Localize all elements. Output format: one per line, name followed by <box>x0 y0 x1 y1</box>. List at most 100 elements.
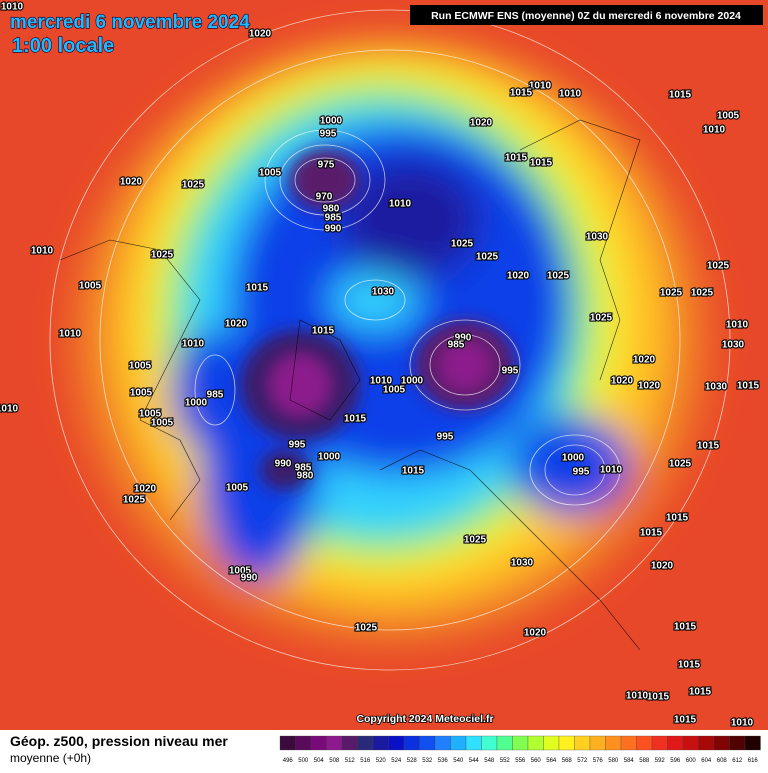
isobar-label: 1015 <box>678 660 701 671</box>
legend-label: 552 <box>500 758 511 764</box>
isobar-label: 1010 <box>0 404 19 415</box>
legend-swatch <box>434 735 451 751</box>
isobar-label: 1010 <box>389 199 412 210</box>
legend-label: 540 <box>453 758 464 764</box>
legend-label: 516 <box>360 758 371 764</box>
legend-label: 596 <box>670 758 681 764</box>
legend-label: 564 <box>546 758 557 764</box>
legend-swatch <box>682 735 699 751</box>
isobar-label: 990 <box>241 573 258 584</box>
isobar-label: 1005 <box>383 385 406 396</box>
isobar-label: 995 <box>437 432 454 443</box>
legend: 496 500 504 508 512 516 520 524 528 532 536 540 544 5… <box>279 735 761 764</box>
legend-swatch <box>465 735 482 751</box>
legend-label: 504 <box>314 758 325 764</box>
isobar-label: 1015 <box>344 414 367 425</box>
legend-label: 600 <box>686 758 697 764</box>
isobar-label: 1000 <box>185 398 208 409</box>
legend-swatch <box>589 735 606 751</box>
isobar-label: 1025 <box>355 623 378 634</box>
legend-swatch <box>310 735 327 751</box>
isobar-label: 1000 <box>562 453 585 464</box>
legend-swatch <box>620 735 637 751</box>
isobar-label: 1010 <box>559 89 582 100</box>
isobar-label: 1025 <box>547 271 570 282</box>
legend-label: 520 <box>376 758 387 764</box>
isobar-label: 1020 <box>249 29 272 40</box>
isobar-label: 1015 <box>737 381 760 392</box>
legend-label: 608 <box>717 758 728 764</box>
legend-label: 592 <box>655 758 666 764</box>
legend-swatch <box>698 735 715 751</box>
legend-swatch <box>667 735 684 751</box>
legend-swatch <box>450 735 467 751</box>
isobar-label: 1030 <box>586 232 609 243</box>
isobar-label: 1015 <box>530 158 553 169</box>
isobar-label: 1020 <box>507 271 530 282</box>
isobar-label: 1025 <box>182 180 205 191</box>
field <box>0 0 768 730</box>
legend-label: 500 <box>298 758 309 764</box>
isobar-label: 1005 <box>259 168 282 179</box>
isobar-label: 995 <box>573 467 590 478</box>
isobar-label: 1025 <box>123 495 146 506</box>
isobar-label: 1010 <box>726 320 749 331</box>
isobar-label: 1030 <box>722 340 745 351</box>
isobar-label: 1015 <box>402 466 425 477</box>
legend-label: 560 <box>531 758 542 764</box>
isobar-label: 1010 <box>59 329 82 340</box>
isobar-label: 1010 <box>600 465 623 476</box>
legend-label: 532 <box>422 758 433 764</box>
legend-swatch <box>574 735 591 751</box>
legend-label: 580 <box>608 758 619 764</box>
isobar-label: 1000 <box>318 452 341 463</box>
isobar-label: 1020 <box>651 561 674 572</box>
isobar-label: 1025 <box>590 313 613 324</box>
isobar-label: 1020 <box>470 118 493 129</box>
legend-label: 508 <box>329 758 340 764</box>
date: mercredi 6 novembre 2024 <box>10 12 250 33</box>
isobar-label: 1025 <box>464 535 487 546</box>
isobar-label: 985 <box>207 390 224 401</box>
isobar-label: 1005 <box>130 388 153 399</box>
isobar-label: 1015 <box>674 715 697 726</box>
legend-swatch <box>729 735 746 751</box>
isobar-label: 990 <box>325 224 342 235</box>
isobar-label: 1020 <box>120 177 143 188</box>
isobar-label: 985 <box>295 463 312 474</box>
legend-label: 512 <box>345 758 356 764</box>
legend-label: 572 <box>577 758 588 764</box>
isobar-label: 1025 <box>660 288 683 299</box>
legend-swatch <box>388 735 405 751</box>
isobar-label: 1015 <box>697 441 720 452</box>
isobar-label: 1005 <box>139 409 162 420</box>
copyright: Copyright 2024 Meteociel.fr <box>356 713 493 725</box>
legend-swatch <box>512 735 529 751</box>
isobar-label: 970 <box>316 192 333 203</box>
isobar-label: 1030 <box>511 558 534 569</box>
isobar-label: 1020 <box>134 484 157 495</box>
legend-label: 616 <box>748 758 759 764</box>
legend-swatch <box>527 735 544 751</box>
legend-swatch <box>713 735 730 751</box>
legend-swatch <box>279 735 296 751</box>
isobar-label: 1005 <box>226 483 249 494</box>
isobar-label: 1005 <box>151 418 174 429</box>
isobar-label: 1015 <box>689 687 712 698</box>
footer-title: Géop. z500, pression niveau mer <box>10 733 228 749</box>
isobar-label: 1025 <box>451 239 474 250</box>
legend-swatch <box>372 735 389 751</box>
isobar-label: 1015 <box>666 513 689 524</box>
isobar-label: 1015 <box>510 88 533 99</box>
legend-label: 536 <box>438 758 449 764</box>
isobar-label: 1015 <box>640 528 663 539</box>
isobar-label: 1025 <box>669 459 692 470</box>
legend-label: 612 <box>732 758 743 764</box>
isobar-label: 980 <box>297 471 314 482</box>
legend-label: 524 <box>391 758 402 764</box>
legend-swatch <box>543 735 560 751</box>
isobar-label: 990 <box>455 333 472 344</box>
isobar-label: 1015 <box>246 283 269 294</box>
isobar-label: 1025 <box>707 261 730 272</box>
legend-swatch <box>496 735 513 751</box>
